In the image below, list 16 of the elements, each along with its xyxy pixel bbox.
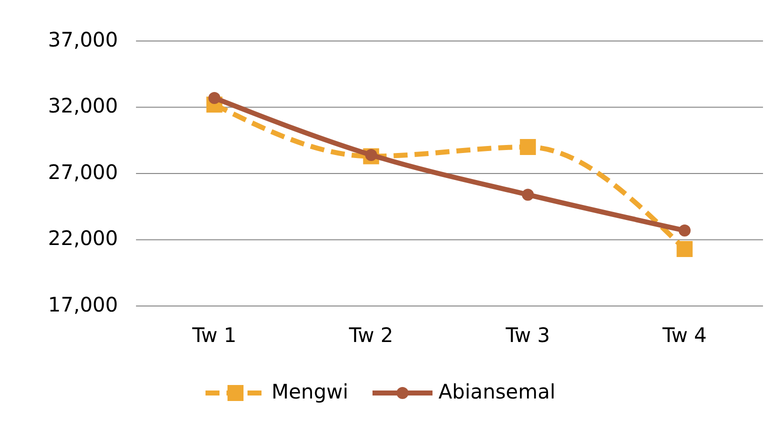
y-tick-label: 27,000: [48, 160, 118, 184]
y-tick-label: 37,000: [48, 27, 118, 52]
y-tick-label: 22,000: [48, 226, 118, 250]
x-tick-label: Tw 2: [348, 323, 394, 347]
y-tick-label: 17,000: [48, 292, 118, 316]
x-tick-label: Tw 3: [504, 323, 550, 347]
legend-label: Mengwi: [272, 379, 348, 404]
point: [678, 224, 691, 236]
y-tick-label: 32,000: [48, 94, 118, 118]
point: [520, 139, 536, 155]
point: [522, 188, 534, 201]
point: [208, 92, 220, 104]
x-tick-label: Tw 4: [661, 323, 707, 347]
point: [676, 241, 693, 258]
x-tick-label: Tw 1: [191, 323, 237, 347]
legend-label: Abiansemal: [438, 379, 556, 404]
